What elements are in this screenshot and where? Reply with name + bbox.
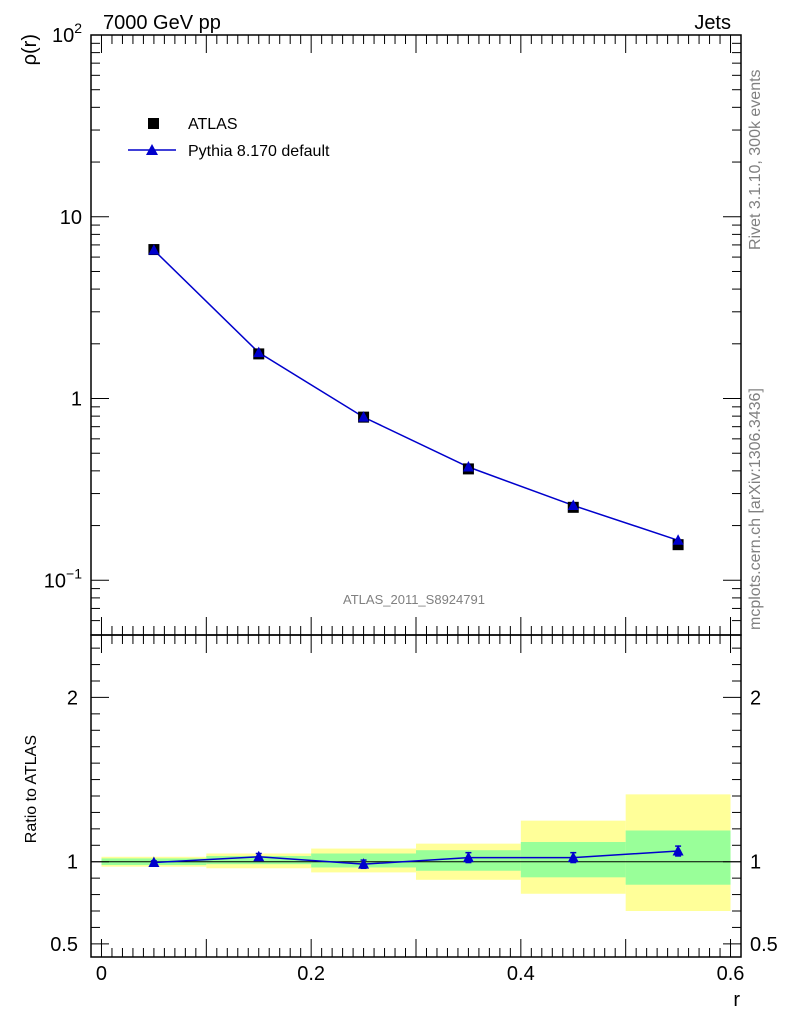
mc-point <box>148 244 160 255</box>
ratio-y-tick-label-right: 0.5 <box>750 934 778 956</box>
main-y-tick-label: 102 <box>52 20 82 47</box>
legend-data-label: ATLAS <box>188 116 238 133</box>
ratio-y-tick-label: 2 <box>67 687 78 709</box>
ratio-mc-point <box>358 858 370 869</box>
main-y-tick-label: 10 <box>60 207 82 229</box>
ratio-mc-line <box>153 850 679 865</box>
main-panel: 10−1 1 10 102 <box>44 20 742 636</box>
ratio-y-tick-label-right: 2 <box>750 687 761 709</box>
main-y-tick-label: 1 <box>71 389 82 411</box>
side-rivet-label: Rivet 3.1.10, 300k events <box>747 69 764 250</box>
ratio-ylabel: Ratio to ATLAS <box>23 735 40 843</box>
mc-point <box>672 534 684 545</box>
ratio-mc-point <box>253 850 265 862</box>
analysis-id-label: ATLAS_2011_S8924791 <box>343 592 485 607</box>
ratio-y-tick-label: 0.5 <box>50 934 78 956</box>
ratio-xlabel: r <box>733 989 740 1011</box>
legend: ATLAS Pythia 8.170 default <box>128 116 330 160</box>
ratio-panel: 0 0.2 0.4 0.60.5 0.51 12 2 <box>50 634 778 985</box>
legend-data-marker <box>148 118 159 129</box>
ratio-x-tick-label: 0.6 <box>717 963 745 985</box>
ratio-y-tick-label-right: 1 <box>750 852 761 874</box>
ratio-mc-point <box>462 851 474 863</box>
mc-point <box>462 461 474 472</box>
main-ylabel: ρ(r) <box>19 34 41 65</box>
mc-point <box>253 346 265 358</box>
ratio-y-tick-label: 1 <box>67 852 78 874</box>
ratio-mc-point <box>148 856 160 868</box>
header-energy-label: 7000 GeV pp <box>103 12 221 34</box>
mc-line <box>153 249 679 541</box>
ratio-mc-point <box>567 851 579 863</box>
ratio-mc-point <box>672 845 684 856</box>
legend-mc-label: Pythia 8.170 default <box>188 143 330 160</box>
mc-point <box>567 499 579 510</box>
mc-point <box>358 411 370 422</box>
ratio-x-tick-label: 0.2 <box>297 963 325 985</box>
legend-mc-marker <box>146 144 158 155</box>
ratio-x-tick-label: 0 <box>96 963 107 985</box>
header-category-label: Jets <box>694 12 731 34</box>
ratio-x-tick-label: 0.4 <box>507 963 535 985</box>
band-inner-bin <box>625 830 731 885</box>
main-y-tick-label: 10−1 <box>44 565 82 592</box>
side-mcplots-label: mcplots.cern.ch [arXiv:1306.3436] <box>747 388 764 630</box>
